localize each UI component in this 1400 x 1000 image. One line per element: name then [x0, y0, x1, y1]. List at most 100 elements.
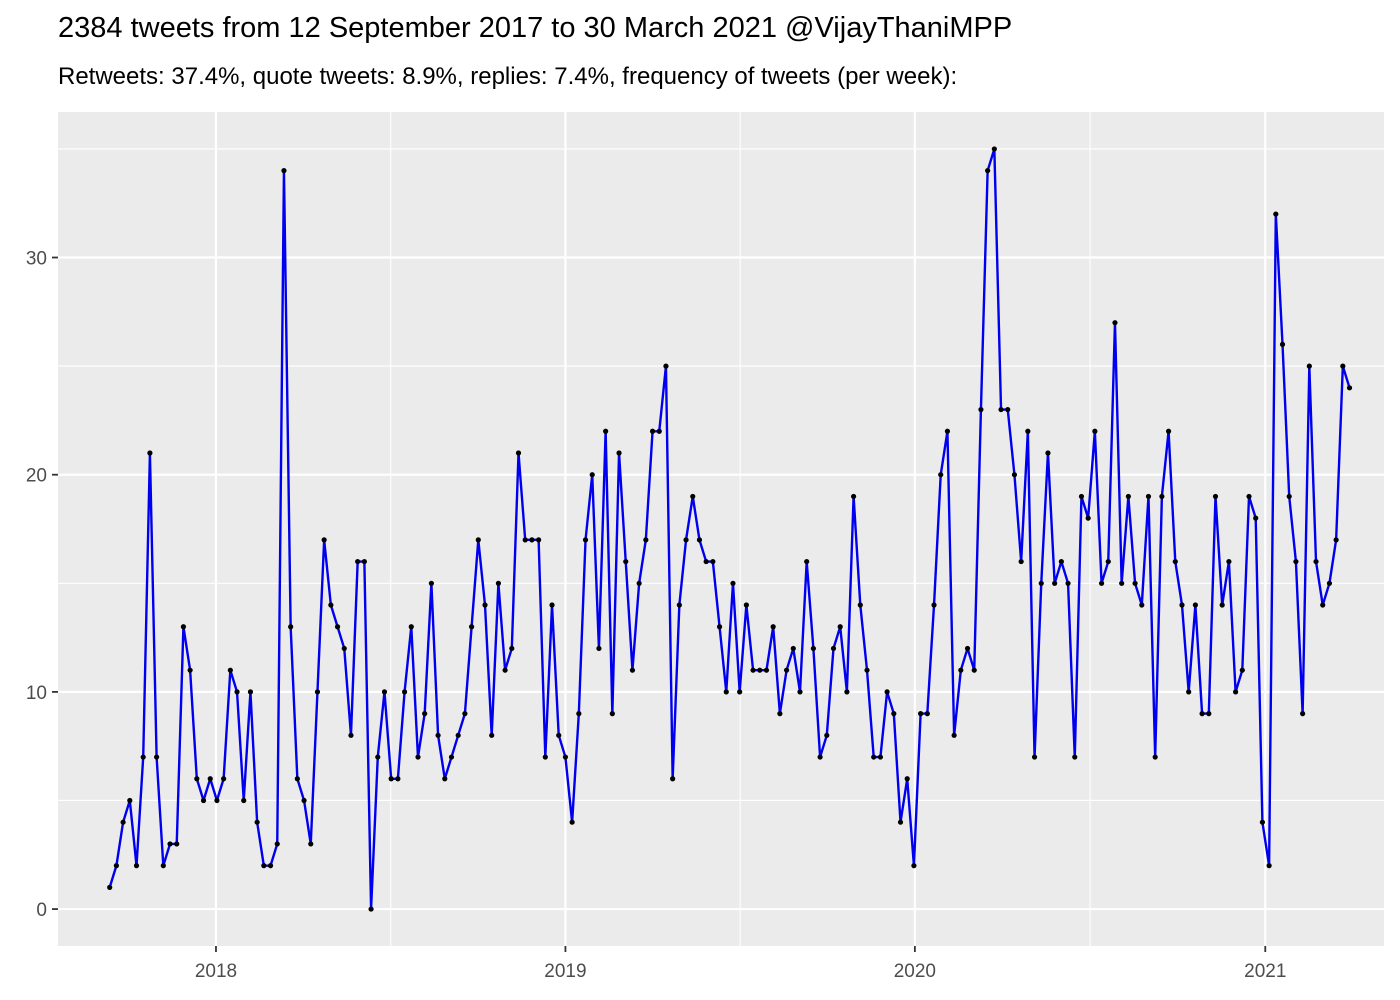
data-point	[964, 645, 971, 652]
data-point	[536, 537, 542, 543]
data-point	[308, 841, 314, 847]
data-point	[663, 363, 669, 369]
data-point	[911, 863, 917, 869]
data-point	[341, 645, 347, 652]
data-point	[200, 797, 207, 804]
data-point	[401, 689, 408, 695]
data-point	[274, 841, 280, 847]
data-point	[844, 689, 850, 695]
x-tick-label: 2020	[894, 961, 936, 982]
data-point	[636, 580, 642, 586]
data-point	[107, 884, 113, 890]
data-point	[180, 624, 187, 630]
data-point	[1286, 493, 1292, 500]
data-point	[529, 537, 535, 543]
data-point	[609, 711, 615, 717]
y-tick-label: 30	[26, 249, 47, 270]
data-point	[133, 863, 140, 869]
data-point	[1092, 428, 1098, 434]
data-point	[676, 602, 682, 608]
data-point	[562, 754, 569, 760]
data-point	[1165, 428, 1172, 434]
chart-title: 2384 tweets from 12 September 2017 to 30…	[58, 12, 1013, 44]
data-point	[891, 711, 897, 717]
data-point	[1172, 558, 1178, 565]
data-point	[267, 863, 274, 869]
x-tick-label: 2019	[544, 961, 586, 982]
data-point	[1145, 493, 1152, 500]
chart-subtitle: Retweets: 37.4%, quote tweets: 8.9%, rep…	[58, 63, 958, 90]
data-point	[716, 624, 723, 630]
data-point	[1199, 711, 1205, 717]
data-point	[629, 667, 636, 673]
data-point	[1266, 863, 1272, 869]
data-point	[334, 624, 341, 630]
data-point	[314, 689, 321, 695]
data-point	[489, 732, 495, 738]
data-point	[254, 819, 260, 825]
data-point	[515, 450, 522, 456]
data-point	[783, 667, 790, 673]
data-point	[227, 667, 233, 673]
data-point	[649, 428, 656, 434]
data-point	[395, 776, 401, 782]
y-axis: 0 10 20 30	[26, 249, 58, 921]
data-point	[1226, 558, 1232, 565]
data-point	[804, 558, 810, 565]
data-point	[1300, 711, 1306, 717]
data-points	[107, 146, 1353, 912]
data-point	[830, 645, 837, 652]
data-point	[951, 732, 957, 738]
y-tick-label: 0	[36, 900, 47, 921]
data-point	[1253, 515, 1259, 521]
data-point	[770, 624, 776, 630]
data-point	[1273, 211, 1279, 217]
data-point	[1052, 580, 1058, 586]
data-point	[1058, 558, 1064, 565]
y-tick-label: 10	[26, 683, 47, 704]
data-point	[355, 558, 361, 565]
data-point	[569, 819, 575, 825]
data-point	[321, 537, 327, 543]
data-point	[703, 558, 709, 565]
x-tick-label: 2018	[195, 961, 237, 982]
data-point	[207, 776, 213, 782]
data-point	[1179, 602, 1185, 608]
data-point	[448, 754, 455, 760]
data-point	[1246, 493, 1252, 500]
data-point	[1259, 819, 1266, 825]
data-point	[616, 450, 622, 456]
data-point	[938, 472, 944, 478]
data-point	[589, 472, 595, 478]
data-point	[690, 493, 696, 500]
data-point	[301, 797, 307, 804]
data-point	[1293, 558, 1299, 565]
data-point	[241, 797, 247, 804]
data-point	[482, 602, 488, 608]
data-point	[777, 711, 783, 717]
data-point	[556, 732, 562, 738]
data-point	[851, 493, 857, 500]
data-point	[763, 667, 770, 673]
data-point	[743, 602, 749, 608]
data-point	[381, 689, 388, 695]
data-point	[857, 602, 863, 608]
data-point	[247, 689, 254, 695]
data-point	[904, 776, 910, 782]
data-point	[1112, 320, 1118, 326]
data-point	[1239, 667, 1245, 673]
data-point	[1320, 602, 1326, 608]
data-point	[549, 602, 555, 608]
data-point	[897, 819, 904, 825]
data-point	[542, 754, 548, 760]
data-point	[1045, 450, 1051, 456]
data-point	[1085, 515, 1091, 521]
data-point	[710, 558, 716, 565]
data-point	[1346, 385, 1353, 391]
data-point	[214, 797, 220, 804]
data-point	[576, 711, 582, 717]
data-point	[361, 558, 367, 565]
data-point	[127, 797, 133, 804]
data-point	[221, 776, 227, 782]
data-point	[1340, 363, 1346, 369]
